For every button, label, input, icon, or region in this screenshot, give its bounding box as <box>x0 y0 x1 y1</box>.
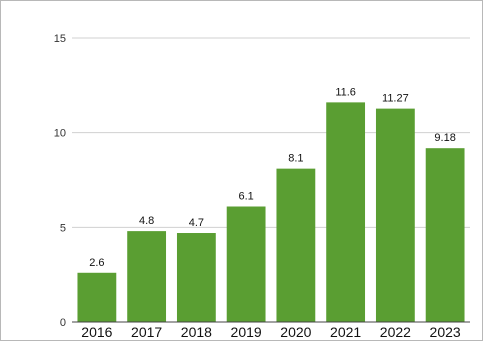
bar-2022 <box>375 108 415 322</box>
bar-2019 <box>226 206 266 322</box>
bar-2021 <box>326 102 366 322</box>
bar-2016 <box>77 272 117 322</box>
x-tick-label-2016: 2016 <box>81 324 112 340</box>
bars <box>77 102 465 322</box>
data-label-2021: 11.6 <box>335 86 356 98</box>
data-label-2020: 8.1 <box>288 153 303 165</box>
y-tick-label: 5 <box>60 222 66 234</box>
x-tick-label-2023: 2023 <box>430 324 461 340</box>
data-label-2023: 9.18 <box>434 132 455 144</box>
x-tick-label-2021: 2021 <box>330 324 361 340</box>
bar-2020 <box>276 168 316 322</box>
y-tick-label: 15 <box>54 33 66 45</box>
bar-2023 <box>425 148 465 322</box>
data-label-2016: 2.6 <box>89 257 104 269</box>
x-tick-label-2018: 2018 <box>181 324 212 340</box>
data-labels: 2.6 4.8 4.7 6.1 8.1 11.6 11.27 9.18 <box>89 86 456 268</box>
data-label-2017: 4.8 <box>139 215 154 227</box>
data-label-2022: 11.27 <box>382 93 409 105</box>
bar-2017 <box>127 231 167 322</box>
x-tick-label-2022: 2022 <box>380 324 411 340</box>
x-axis-ticks: 2016 2017 2018 2019 2020 2021 2022 2023 <box>81 324 461 340</box>
data-label-2019: 6.1 <box>238 191 253 203</box>
x-tick-label-2019: 2019 <box>231 324 262 340</box>
x-tick-label-2017: 2017 <box>131 324 162 340</box>
data-label-2018: 4.7 <box>189 217 204 229</box>
y-axis-ticks: 0 5 10 15 <box>54 33 66 329</box>
y-tick-label: 0 <box>60 317 66 329</box>
x-tick-label-2020: 2020 <box>280 324 311 340</box>
bar-2018 <box>176 233 216 322</box>
y-tick-label: 10 <box>54 128 66 140</box>
